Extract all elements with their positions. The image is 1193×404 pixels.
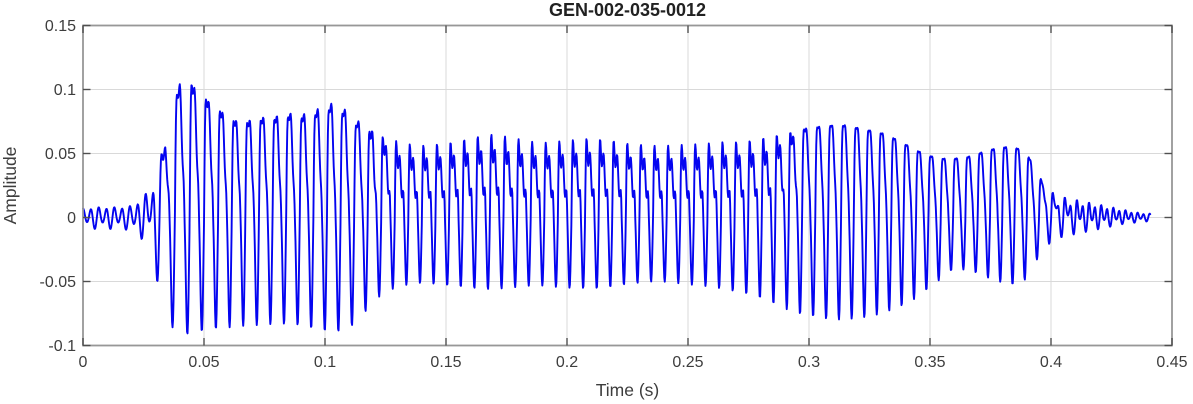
x-tick-label: 0.15	[430, 354, 461, 371]
x-tick-label: 0.3	[798, 354, 820, 371]
y-tick-label: 0.15	[45, 18, 76, 35]
y-axis-label: Amplitude	[0, 147, 20, 225]
tick-marks	[82, 24, 1173, 347]
y-tick-label: 0.05	[45, 146, 76, 163]
x-tick-labels: 0 0.05 0.1 0.15 0.2 0.25 0.3 0.35 0.4 0.45	[79, 354, 1188, 371]
x-tick-label: 0.25	[672, 354, 703, 371]
y-tick-label: 0	[67, 210, 76, 227]
chart-title: GEN-002-035-0012	[549, 0, 706, 20]
x-tick-label: 0.35	[914, 354, 945, 371]
y-tick-labels: -0.1 -0.05 0 0.05 0.1 0.15	[40, 18, 77, 355]
x-tick-label: 0.45	[1156, 354, 1187, 371]
x-tick-label: 0.2	[556, 354, 578, 371]
x-tick-label: 0.05	[188, 354, 219, 371]
y-tick-label: 0.1	[54, 82, 76, 99]
y-tick-label: -0.05	[40, 274, 77, 291]
waveform-trace	[82, 83, 1152, 335]
axes-box	[82, 24, 1173, 347]
x-tick-label: 0.4	[1040, 354, 1062, 371]
x-tick-label: 0.1	[314, 354, 336, 371]
x-tick-label: 0	[79, 354, 88, 371]
x-axis-label: Time (s)	[596, 380, 660, 400]
y-tick-label: -0.1	[48, 338, 76, 355]
